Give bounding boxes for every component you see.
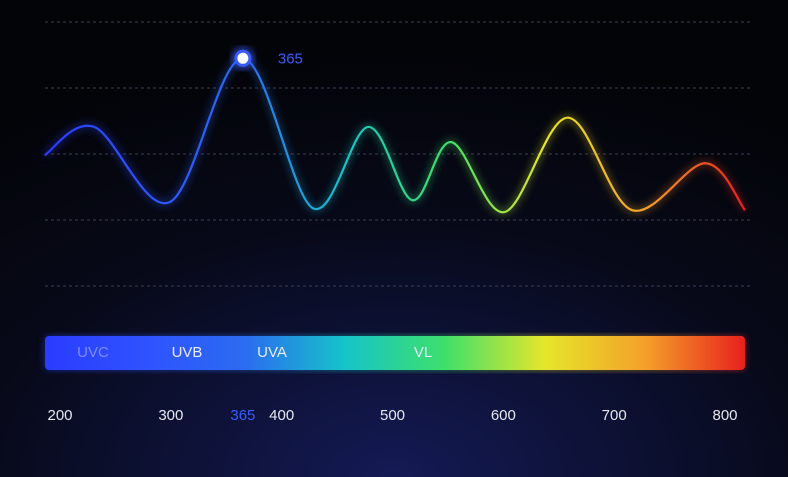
line xyxy=(43,57,746,214)
x-tick-label: 365 xyxy=(230,407,255,424)
x-tick-label: 500 xyxy=(380,407,405,424)
x-tick-label: 800 xyxy=(712,407,737,424)
band-label: VL xyxy=(414,344,432,361)
x-tick-label: 400 xyxy=(269,407,294,424)
band-label: UVA xyxy=(257,344,287,361)
band-label: UVC xyxy=(77,344,109,361)
spectrum-band xyxy=(45,336,745,370)
x-tick-label: 300 xyxy=(158,407,183,424)
peak-marker xyxy=(234,49,252,67)
x-tick-label: 700 xyxy=(602,407,627,424)
plot: 365 UVC UVB UVA VL 200 300 365 400 500 600 700 800 xyxy=(42,21,750,424)
band-label: UVB xyxy=(172,344,203,361)
peak-label: 365 xyxy=(278,50,303,67)
x-tick-label: 600 xyxy=(491,407,516,424)
x-tick-label: 200 xyxy=(47,407,72,424)
